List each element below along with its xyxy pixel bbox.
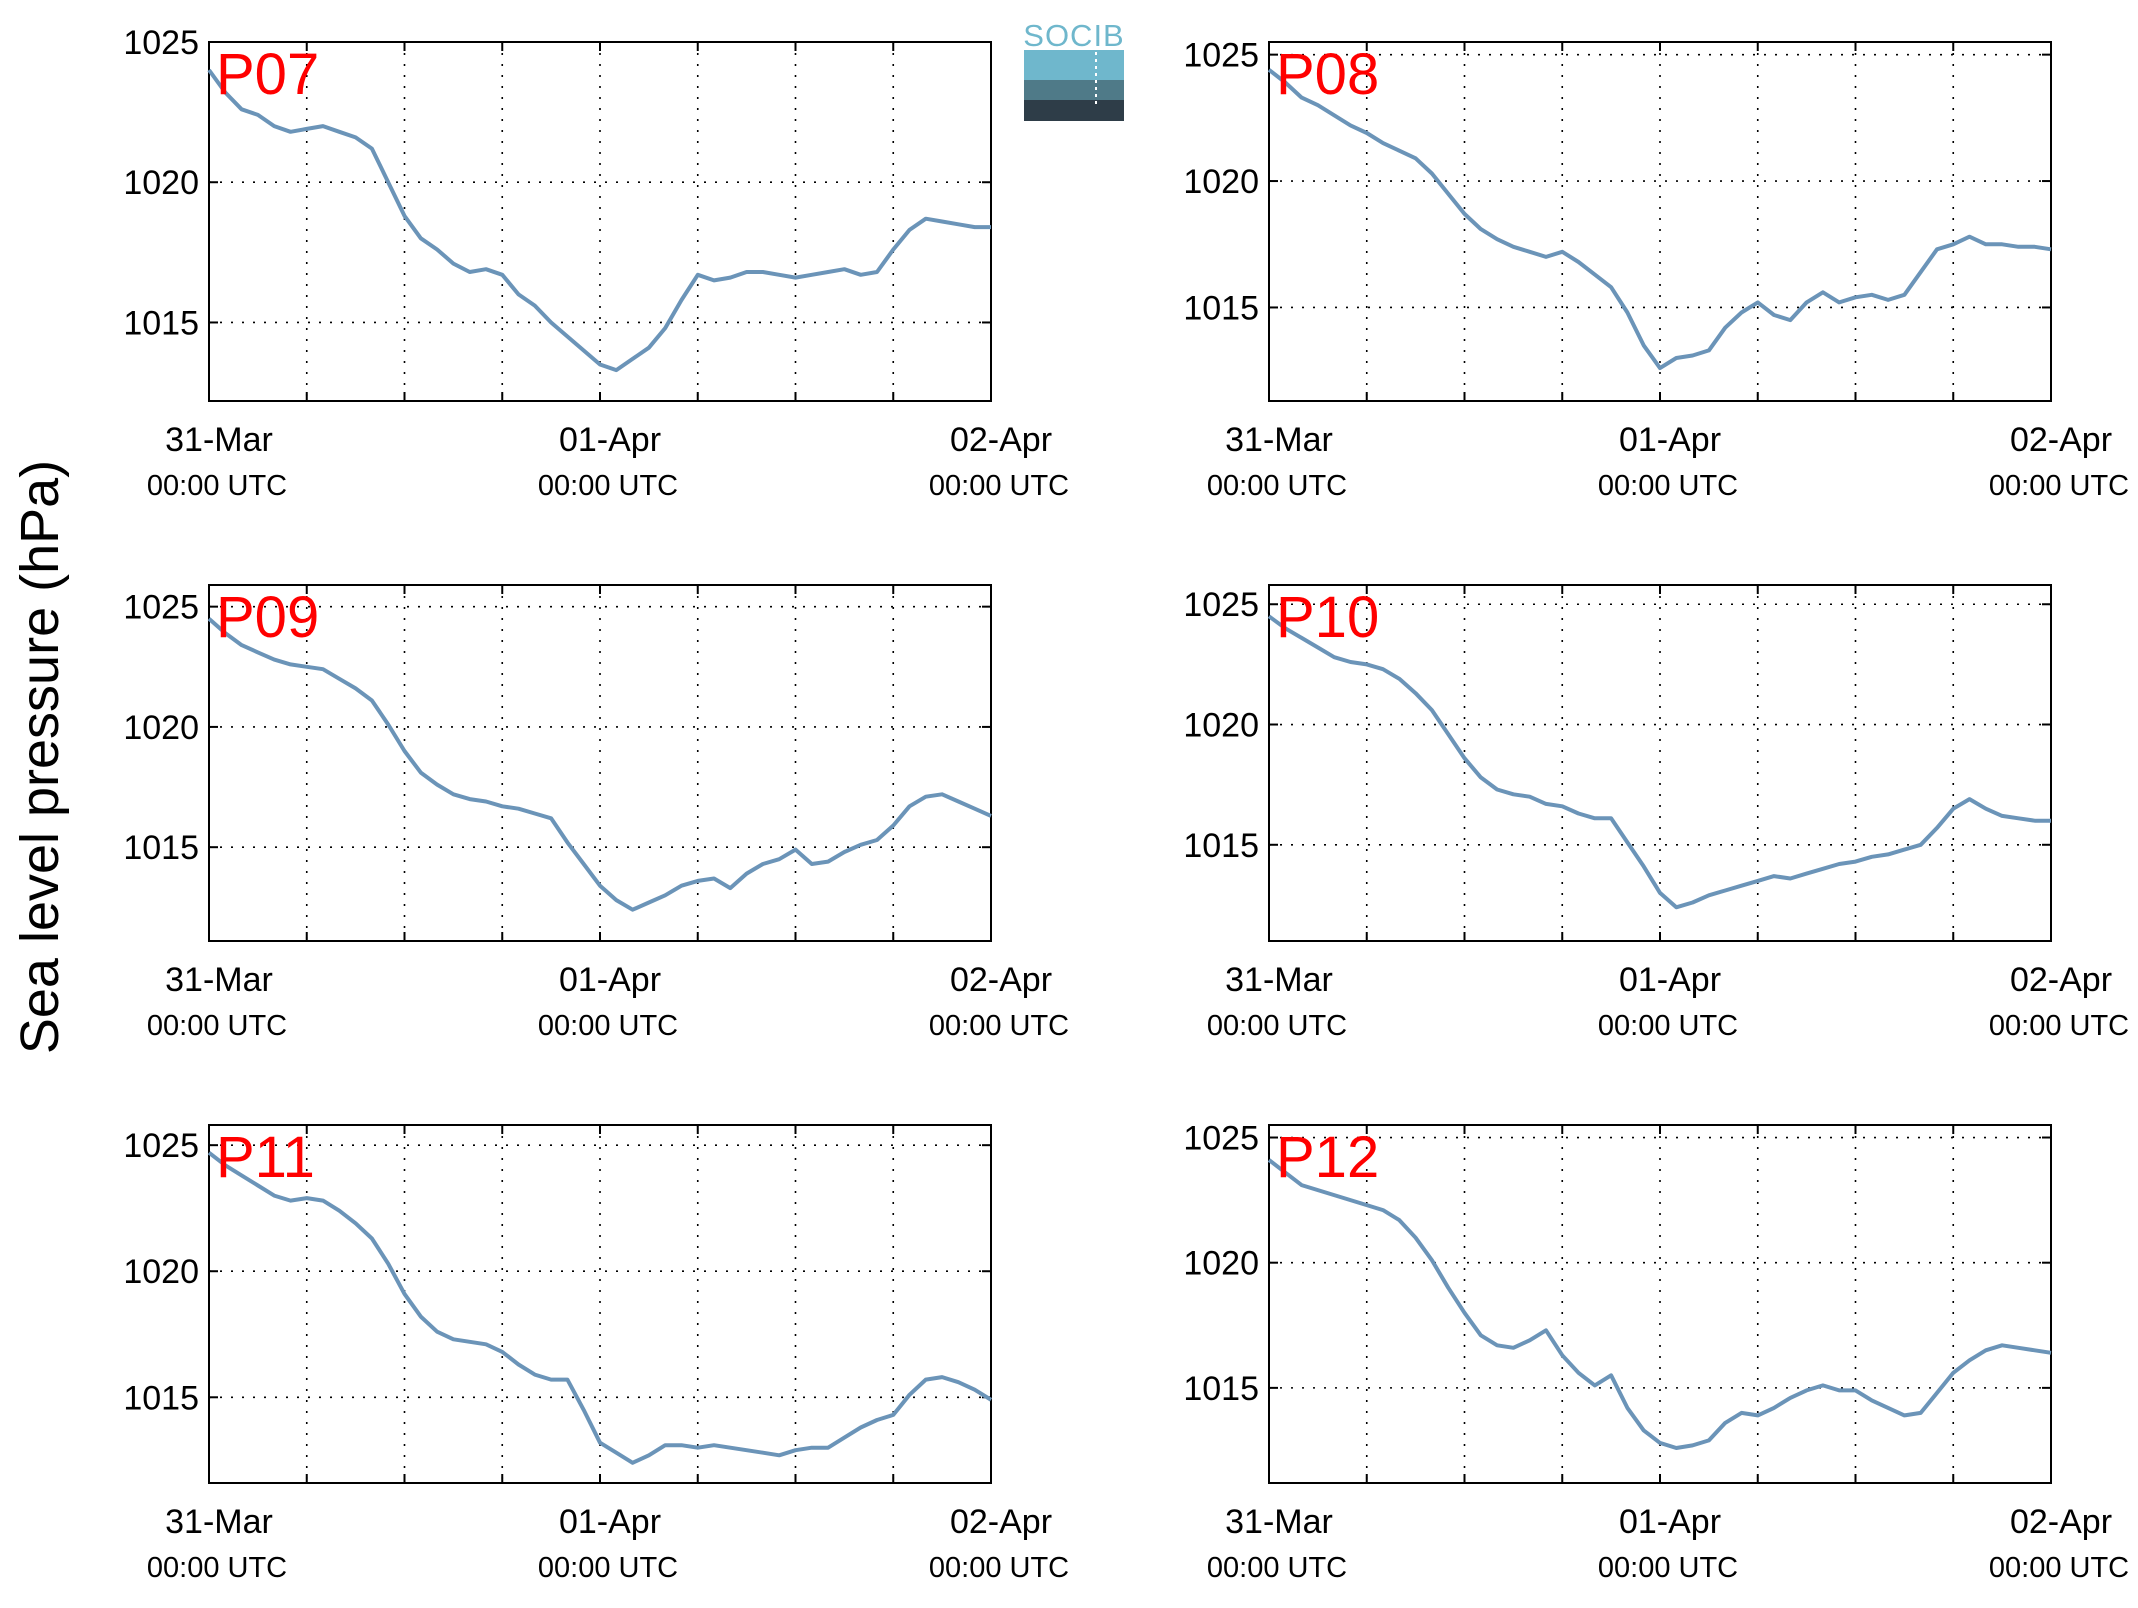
x-tick-sublabel: 00:00 UTC xyxy=(1598,470,1738,502)
x-tick-sublabel: 00:00 UTC xyxy=(1207,1010,1347,1042)
x-tick-sublabel: 00:00 UTC xyxy=(1207,470,1347,502)
x-tick-sublabel: 00:00 UTC xyxy=(929,1552,1069,1584)
x-tick-sublabel: 00:00 UTC xyxy=(1598,1010,1738,1042)
panel-label: P07 xyxy=(216,42,319,107)
x-tick-sublabel: 00:00 UTC xyxy=(929,470,1069,502)
x-tick-sublabel: 00:00 UTC xyxy=(929,1010,1069,1042)
x-tick-sublabel: 00:00 UTC xyxy=(147,1010,287,1042)
y-tick-label: 1025 xyxy=(123,589,199,627)
y-tick-label: 1015 xyxy=(123,304,199,342)
x-tick-label: 31-Mar xyxy=(1225,421,1333,459)
axes-frame xyxy=(208,41,992,402)
x-tick-label: 31-Mar xyxy=(1225,1503,1333,1541)
y-tick-label: 1015 xyxy=(123,829,199,867)
y-tick-label: 1020 xyxy=(1183,163,1259,201)
logo-text: SOCIB xyxy=(1023,18,1124,53)
x-tick-label: 01-Apr xyxy=(1619,1503,1721,1541)
x-tick-label: 02-Apr xyxy=(2010,961,2112,999)
pressure-series-line xyxy=(207,68,991,373)
x-tick-sublabel: 00:00 UTC xyxy=(538,470,678,502)
panel-label: P10 xyxy=(1276,585,1379,650)
chart-panels: 1015 1020 1025 31-Mar 00:00 UTC 01-Apr 00:00 U… xyxy=(123,24,2129,1584)
chart-panel-p11: 1015 1020 1025 31-Mar 00:00 UTC 01-Apr 00:00 U… xyxy=(123,1124,1069,1584)
x-tick-label: 31-Mar xyxy=(165,421,273,459)
panel-label: P08 xyxy=(1276,42,1379,107)
axes-frame xyxy=(208,1124,992,1484)
socib-logo: SOCIB xyxy=(1023,18,1124,121)
x-tick-sublabel: 00:00 UTC xyxy=(1989,1552,2129,1584)
y-tick-label: 1025 xyxy=(1183,37,1259,75)
y-tick-label: 1020 xyxy=(123,709,199,747)
x-tick-sublabel: 00:00 UTC xyxy=(1207,1552,1347,1584)
pressure-series-line xyxy=(1267,1158,2052,1450)
y-tick-label: 1025 xyxy=(1183,1120,1259,1158)
pressure-series-line xyxy=(207,617,992,912)
x-tick-label: 01-Apr xyxy=(559,961,661,999)
y-tick-label: 1025 xyxy=(123,24,199,62)
chart-panel-p08: 1015 1020 1025 31-Mar 00:00 UTC 01-Apr 00:00 U… xyxy=(1183,37,2129,502)
x-tick-label: 01-Apr xyxy=(1619,961,1721,999)
x-tick-sublabel: 00:00 UTC xyxy=(147,470,287,502)
y-tick-label: 1015 xyxy=(123,1379,199,1417)
chart-panel-p12: 1015 1020 1025 31-Mar 00:00 UTC 01-Apr 00:00 U… xyxy=(1183,1120,2129,1584)
x-tick-label: 02-Apr xyxy=(2010,421,2112,459)
chart-panel-p09: 1015 1020 1025 31-Mar 00:00 UTC 01-Apr 00:00 U… xyxy=(123,584,1069,1042)
axes-frame xyxy=(1268,41,2052,402)
panel-label: P12 xyxy=(1276,1125,1379,1190)
y-tick-label: 1020 xyxy=(1183,1245,1259,1283)
y-tick-label: 1015 xyxy=(1183,289,1259,327)
panel-label: P11 xyxy=(216,1125,315,1190)
x-tick-label: 02-Apr xyxy=(950,1503,1052,1541)
x-tick-label: 31-Mar xyxy=(1225,961,1333,999)
x-tick-sublabel: 00:00 UTC xyxy=(1989,1010,2129,1042)
y-tick-label: 1025 xyxy=(123,1127,199,1165)
x-tick-label: 02-Apr xyxy=(950,961,1052,999)
x-tick-label: 31-Mar xyxy=(165,1503,273,1541)
x-tick-sublabel: 00:00 UTC xyxy=(538,1010,678,1042)
x-tick-sublabel: 00:00 UTC xyxy=(1598,1552,1738,1584)
x-tick-sublabel: 00:00 UTC xyxy=(1989,470,2129,502)
chart-panel-p07: 1015 1020 1025 31-Mar 00:00 UTC 01-Apr 00:00 U… xyxy=(123,24,1069,502)
chart-panel-p10: 1015 1020 1025 31-Mar 00:00 UTC 01-Apr 00:00 U… xyxy=(1183,584,2129,1042)
pressure-series-line xyxy=(207,1151,993,1465)
y-tick-label: 1015 xyxy=(1183,1370,1259,1408)
pressure-series-line xyxy=(1267,68,2052,371)
x-tick-sublabel: 00:00 UTC xyxy=(538,1552,678,1584)
x-tick-label: 02-Apr xyxy=(2010,1503,2112,1541)
pressure-series-line xyxy=(1267,614,2051,910)
y-tick-label: 1020 xyxy=(1183,707,1259,745)
x-tick-sublabel: 00:00 UTC xyxy=(147,1552,287,1584)
x-tick-label: 01-Apr xyxy=(559,1503,661,1541)
x-tick-label: 01-Apr xyxy=(1619,421,1721,459)
y-tick-label: 1015 xyxy=(1183,827,1259,865)
y-tick-label: 1020 xyxy=(123,1253,199,1291)
axes-frame xyxy=(1268,1124,2052,1484)
x-tick-label: 01-Apr xyxy=(559,421,661,459)
y-tick-label: 1025 xyxy=(1183,586,1259,624)
x-tick-label: 02-Apr xyxy=(950,421,1052,459)
x-tick-label: 31-Mar xyxy=(165,961,273,999)
panel-label: P09 xyxy=(216,585,319,650)
y-tick-label: 1020 xyxy=(123,164,199,202)
y-axis-label: Sea level pressure (hPa) xyxy=(10,460,70,1054)
